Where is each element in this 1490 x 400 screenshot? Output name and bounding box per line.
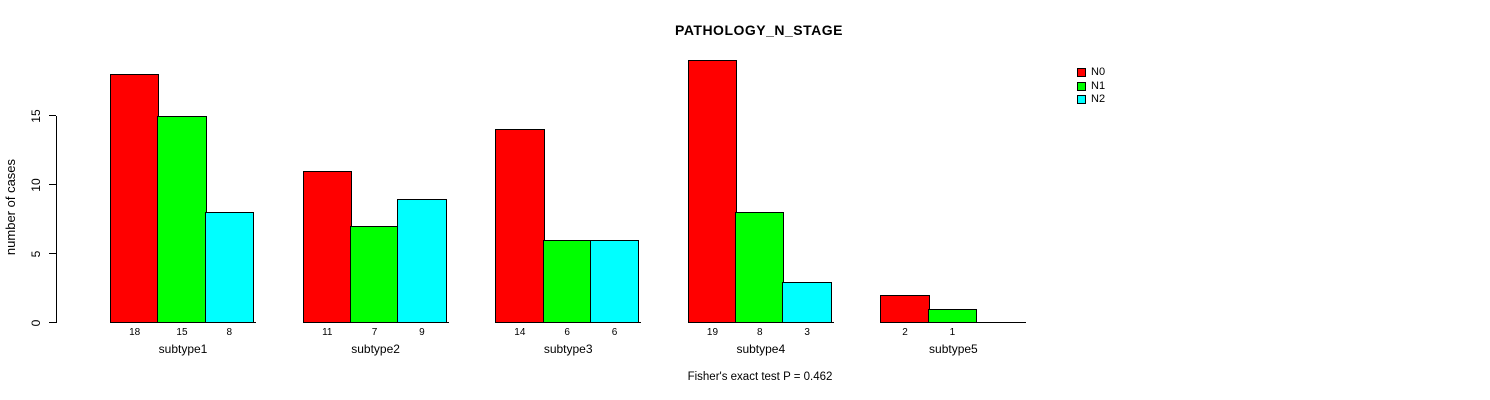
bar-value-label: 6	[564, 327, 570, 338]
bar-n1-subtype3	[542, 240, 592, 323]
bar-value-label: 19	[706, 327, 719, 338]
y-axis-tick-label: 0	[29, 319, 43, 327]
bar-value-label: 8	[757, 327, 763, 338]
bar-n0-subtype2	[302, 170, 352, 323]
bar-n1-subtype1	[157, 115, 207, 323]
bar-n0-subtype4	[687, 60, 738, 323]
legend-label: N0	[1091, 66, 1106, 79]
bar-n1-subtype2	[349, 226, 400, 323]
bar-value-label: 11	[322, 327, 333, 338]
bar-n1-subtype5	[927, 309, 978, 323]
bar-n2-subtype1	[204, 212, 254, 323]
y-axis-tick	[49, 253, 56, 254]
bar-value-label: 18	[129, 327, 141, 338]
bar-n1-subtype4	[735, 212, 785, 323]
bar-value-label: 14	[514, 327, 526, 338]
bar-value-label: 9	[419, 327, 425, 338]
chart-title: PATHOLOGY_N_STAGE	[675, 22, 843, 38]
legend-item-n2: N2	[1077, 93, 1105, 107]
bar-n2-subtype2	[397, 198, 447, 323]
legend-label: N2	[1091, 93, 1106, 106]
y-axis-label: number of cases	[3, 158, 18, 256]
legend-swatch-n1	[1077, 81, 1086, 91]
y-axis-tick-label: 5	[29, 250, 43, 258]
bar-n0-subtype3	[495, 129, 545, 323]
category-label: subtype5	[929, 342, 978, 356]
bar-value-label: 8	[226, 327, 233, 338]
bar-value-label: 1	[949, 327, 956, 338]
category-label: subtype3	[543, 342, 593, 356]
y-axis-tick-label: 15	[29, 108, 43, 123]
category-label: subtype1	[158, 342, 208, 356]
bar-value-label: 7	[371, 327, 378, 338]
bar-value-label: 6	[611, 327, 618, 338]
bar-n2-subtype3	[589, 240, 640, 323]
bar-n0-subtype5	[880, 295, 930, 323]
legend-swatch-n2	[1077, 95, 1086, 105]
y-axis-line	[56, 115, 57, 323]
category-label: subtype4	[736, 342, 786, 356]
legend-label: N1	[1091, 79, 1106, 92]
bar-n0-subtype1	[110, 74, 160, 323]
bar-value-label: 2	[902, 327, 908, 338]
legend-swatch-n0	[1077, 68, 1086, 78]
annotation-text: Fisher's exact test P = 0.462	[687, 371, 833, 383]
bar-value-label: 15	[176, 327, 188, 338]
y-axis-tick-label: 10	[29, 178, 43, 192]
category-label: subtype2	[351, 342, 400, 356]
y-axis-tick	[49, 115, 56, 116]
y-axis-tick	[49, 322, 56, 323]
legend: N0 N1 N2	[1077, 66, 1105, 107]
y-axis-tick	[49, 184, 56, 185]
legend-item-n0: N0	[1077, 66, 1105, 80]
bar-n2-subtype4	[782, 281, 832, 323]
legend-item-n1: N1	[1077, 80, 1105, 94]
bar-value-label: 3	[804, 327, 810, 338]
